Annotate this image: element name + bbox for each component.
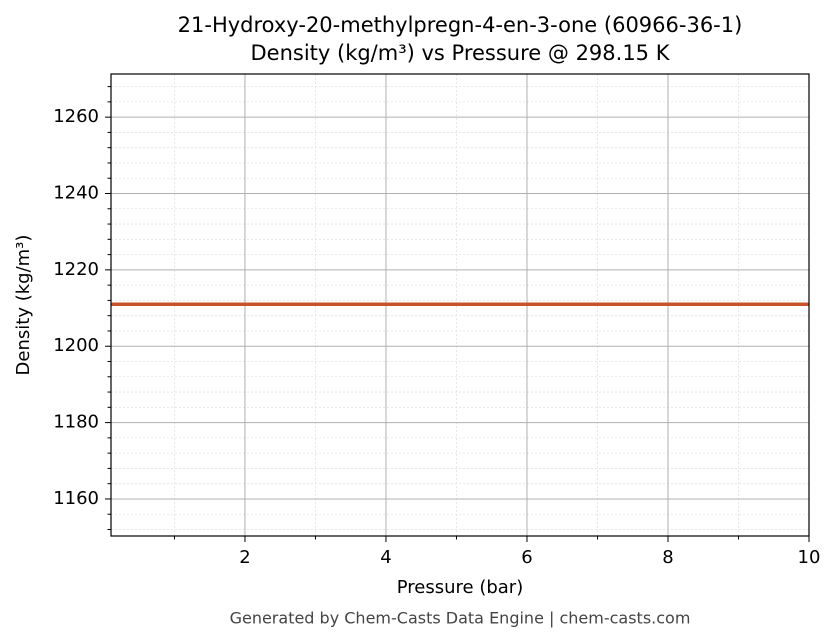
footer: Generated by Chem-Casts Data Engine | ch… xyxy=(230,609,691,628)
x-axis-label: Pressure (bar) xyxy=(397,577,523,598)
y-tick-label: 1200 xyxy=(53,335,99,356)
x-tick-label: 6 xyxy=(521,547,532,568)
y-axis-label: Density (kg/m³) xyxy=(13,235,34,376)
x-tick-label: 10 xyxy=(798,547,821,568)
y-tick-label: 1220 xyxy=(53,259,99,280)
x-tick-label: 2 xyxy=(239,547,250,568)
x-tick-label: 4 xyxy=(380,547,391,568)
chart-subtitle: Density (kg/m³) vs Pressure @ 298.15 K xyxy=(250,41,670,65)
chart-title: 21-Hydroxy-20-methylpregn-4-en-3-one (60… xyxy=(178,13,743,37)
y-tick-label: 1240 xyxy=(53,183,99,204)
y-tick-label: 1180 xyxy=(53,412,99,433)
x-tick-label: 8 xyxy=(662,547,673,568)
y-tick-label: 1260 xyxy=(53,106,99,127)
y-tick-label: 1160 xyxy=(53,488,99,509)
plot-frame xyxy=(110,73,810,537)
